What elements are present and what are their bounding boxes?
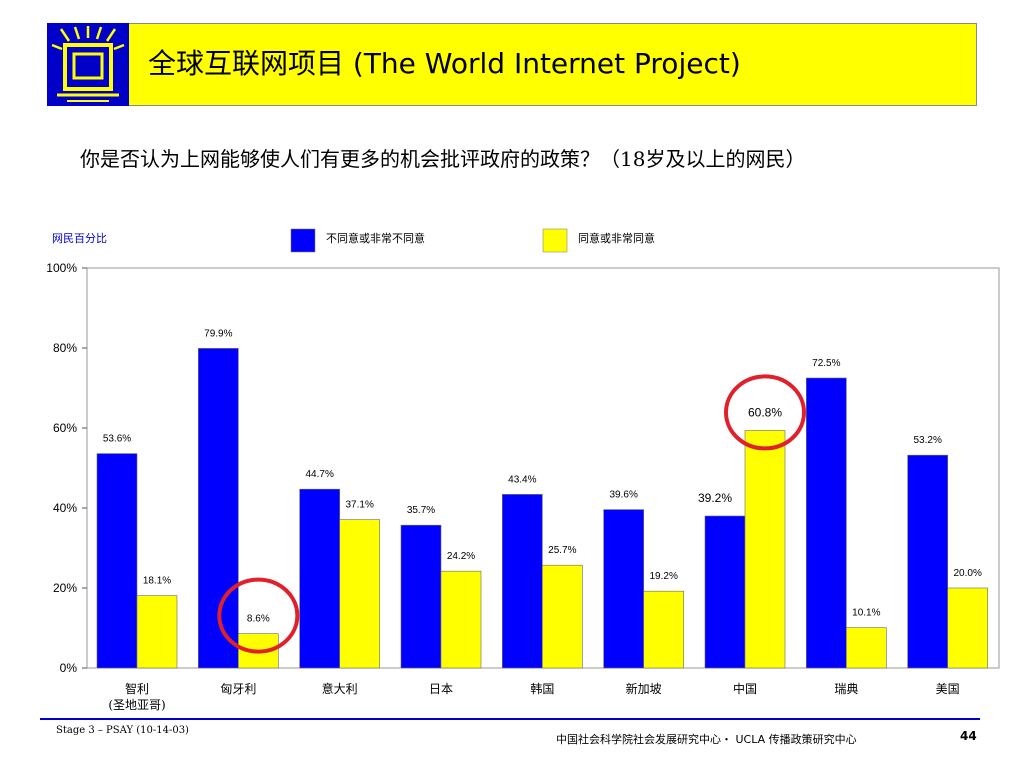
x-tick-label: 匈牙利	[220, 682, 256, 696]
data-label: 44.7%	[305, 469, 333, 480]
x-tick-label: (圣地亚哥)	[108, 698, 165, 712]
bar	[704, 515, 746, 669]
y-axis-label: 网民百分比	[52, 232, 107, 245]
bar	[400, 524, 442, 669]
highlight-circle	[217, 577, 300, 654]
data-label: 10.1%	[852, 608, 880, 619]
data-label: 39.6%	[609, 490, 637, 501]
page-title: 全球互联网项目 (The World Internet Project)	[148, 47, 741, 80]
bar	[907, 454, 948, 669]
data-label: 53.2%	[913, 435, 941, 446]
data-label: 8.6%	[247, 614, 270, 625]
x-tick-label: 中国	[733, 681, 757, 696]
survey-question: 你是否认为上网能够使人们有更多的机会批评政府的政策？（18岁及以上的网民）	[80, 147, 806, 171]
y-tick-label: 100%	[46, 261, 77, 275]
data-label: 79.9%	[204, 328, 232, 339]
legend-label: 同意或非常同意	[578, 231, 655, 245]
y-tick-label: 80%	[53, 341, 77, 355]
x-tick-label: 新加坡	[626, 681, 662, 696]
bar	[299, 488, 340, 669]
footer-stage-label: Stage 3 – PSAY (10-14-03)	[56, 725, 189, 736]
x-tick-label: 韩国	[530, 681, 554, 696]
page-number: 44	[960, 729, 977, 743]
bar	[440, 570, 482, 669]
bar	[542, 564, 583, 669]
highlight-circle	[724, 374, 806, 451]
data-label: 25.7%	[548, 545, 576, 556]
bar	[947, 587, 988, 669]
y-tick-label: 60%	[53, 421, 77, 435]
bar	[744, 430, 786, 669]
bar	[136, 595, 178, 669]
y-tick-label: 40%	[53, 501, 77, 515]
legend-swatch	[290, 228, 316, 253]
data-label: 72.5%	[812, 358, 840, 369]
bar	[603, 509, 644, 669]
bar	[846, 627, 887, 669]
x-tick-label: 瑞典	[834, 682, 858, 696]
legend-label: 不同意或非常不同意	[326, 231, 425, 245]
title-banner	[47, 23, 977, 106]
bar	[806, 377, 847, 669]
data-label: 53.6%	[103, 434, 131, 445]
y-tick-label: 0%	[60, 661, 78, 675]
footer-divider	[40, 718, 980, 720]
x-tick-label: 智利	[125, 681, 149, 696]
bar	[96, 453, 138, 669]
data-label: 35.7%	[407, 505, 435, 516]
data-label: 24.2%	[447, 551, 475, 562]
tv-screen-logo-icon	[47, 23, 129, 106]
data-label: 43.4%	[508, 474, 536, 485]
data-label: 19.2%	[649, 571, 677, 582]
footer-organizations: 中国社会科学院社会发展研究中心・ UCLA 传播政策研究中心	[556, 733, 857, 746]
legend-swatch	[542, 228, 568, 253]
y-tick-label: 20%	[53, 581, 77, 595]
data-label: 37.1%	[345, 500, 373, 511]
data-label: 18.1%	[143, 576, 171, 587]
bar	[339, 519, 380, 669]
x-tick-label: 意大利	[322, 681, 358, 696]
x-tick-label: 美国	[936, 682, 960, 696]
x-tick-label: 日本	[429, 682, 453, 696]
data-label: 60.8%	[748, 405, 782, 419]
bar	[502, 494, 543, 669]
data-label: 20.0%	[953, 568, 981, 579]
data-label: 39.2%	[698, 491, 732, 505]
bar	[643, 590, 684, 669]
